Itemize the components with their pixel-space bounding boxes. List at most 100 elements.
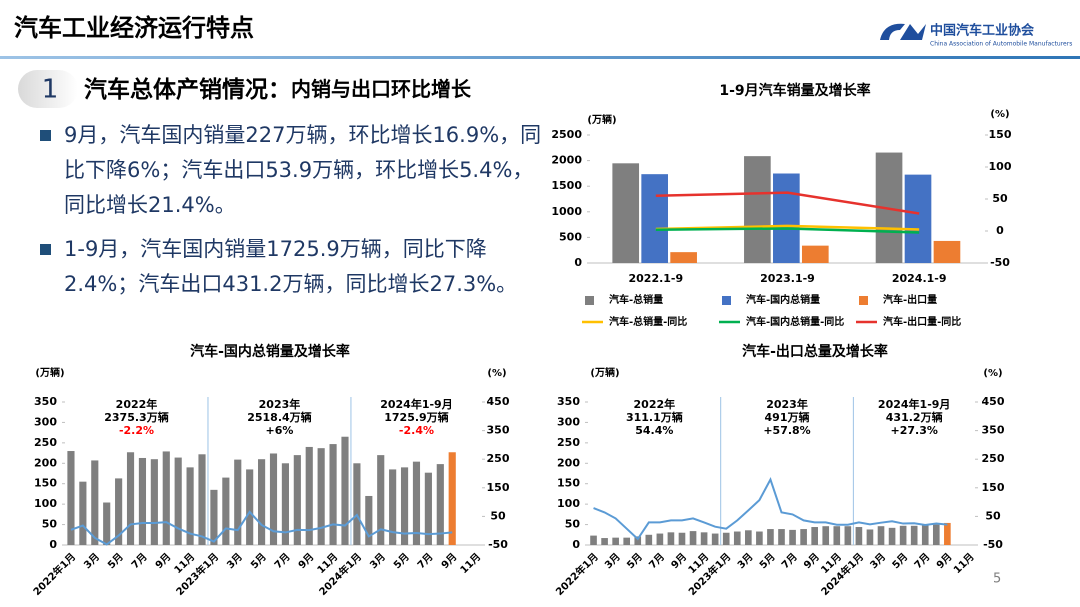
bar bbox=[778, 529, 785, 545]
y-tick-label: 2500 bbox=[551, 128, 582, 141]
bullet-text: 1-9月，汽车国内销量1725.9万辆，同比下降2.4%；汽车出口431.2万辆… bbox=[64, 237, 518, 296]
bar bbox=[855, 527, 863, 545]
bar bbox=[904, 174, 932, 263]
bar bbox=[745, 530, 752, 545]
x-tick-label: 3月 bbox=[868, 551, 888, 571]
line bbox=[70, 510, 453, 546]
y2-tick-label: 150 bbox=[487, 481, 510, 494]
y2-tick-label: 150 bbox=[982, 481, 1005, 494]
bar bbox=[329, 444, 337, 545]
y2-tick-label: -50 bbox=[488, 538, 508, 551]
bar bbox=[844, 526, 852, 545]
logo-mark bbox=[880, 23, 926, 40]
y-tick-label: 350 bbox=[34, 395, 57, 408]
y-axis-label: (万辆) bbox=[590, 366, 619, 379]
section-subtitle: 内销与出口环比增长 bbox=[291, 77, 472, 101]
y-tick-label: 0 bbox=[574, 256, 582, 269]
annotation: -2.4% bbox=[399, 424, 434, 437]
y2-tick-label: 100 bbox=[989, 160, 1012, 173]
line bbox=[655, 227, 920, 234]
page-title: 汽车工业经济运行特点 bbox=[14, 14, 254, 42]
bar bbox=[645, 534, 653, 545]
bar bbox=[822, 526, 830, 545]
y2-axis-label: (%) bbox=[983, 368, 1002, 379]
y2-tick-label: 50 bbox=[992, 192, 1008, 205]
bar bbox=[79, 481, 87, 545]
bar bbox=[389, 469, 397, 545]
annotation: 311.1万辆 bbox=[626, 410, 683, 424]
bar bbox=[91, 460, 99, 545]
line bbox=[593, 476, 948, 541]
section-title: 汽车总体产销情况：内销与出口环比增长 bbox=[84, 76, 472, 103]
x-tick-label: 7月 bbox=[129, 551, 149, 571]
y2-tick-label: 50 bbox=[985, 509, 1001, 522]
y-tick-label: 0 bbox=[49, 538, 57, 551]
legend-label: 汽车-国内总销量-同比 bbox=[746, 315, 844, 328]
x-tick-label: 5月 bbox=[105, 551, 125, 571]
bullet-marker bbox=[40, 244, 51, 255]
bar bbox=[174, 457, 182, 545]
bar bbox=[115, 478, 123, 545]
bar bbox=[424, 472, 432, 545]
section-badge bbox=[18, 70, 78, 108]
bar bbox=[756, 531, 763, 545]
y2-tick-label: -50 bbox=[983, 538, 1003, 551]
bar bbox=[667, 532, 675, 545]
y2-tick-label: 350 bbox=[982, 424, 1005, 437]
bar bbox=[601, 538, 608, 545]
logo-en: China Association of Automobile Manufact… bbox=[930, 41, 1072, 48]
bar bbox=[293, 455, 301, 545]
bar bbox=[899, 525, 907, 545]
bar bbox=[767, 529, 774, 545]
y2-tick-label: 450 bbox=[982, 395, 1005, 408]
y-tick-label: 250 bbox=[557, 436, 580, 449]
x-tick-label: 3月 bbox=[225, 551, 245, 571]
line bbox=[655, 224, 920, 231]
y-tick-label: 100 bbox=[34, 497, 57, 510]
y-axis-label: (万辆) bbox=[587, 113, 616, 126]
annotation: +6% bbox=[266, 424, 294, 437]
x-tick-label: 2023.1-9 bbox=[760, 272, 815, 285]
y-tick-label: 2000 bbox=[551, 154, 582, 167]
legend-swatch bbox=[859, 296, 868, 305]
bar bbox=[623, 537, 631, 545]
y-tick-label: 0 bbox=[572, 538, 580, 551]
annotation: 54.4% bbox=[635, 424, 673, 437]
y-tick-label: 300 bbox=[557, 415, 580, 428]
annotation: +27.3% bbox=[890, 424, 937, 437]
x-tick-label: 7月 bbox=[912, 551, 932, 571]
bar bbox=[103, 502, 111, 545]
bar bbox=[412, 461, 421, 545]
annotation: 2023年 bbox=[766, 397, 808, 411]
annotation: 2375.3万辆 bbox=[104, 410, 168, 424]
annotation: 2024年1-9月 bbox=[878, 397, 951, 411]
x-tick-label: 3月 bbox=[367, 551, 387, 571]
bullet-text: 9月，汽车国内销量227万辆，环比增长16.9%，同比下降6%；汽车出口53.9… bbox=[64, 123, 542, 217]
y-tick-label: 150 bbox=[557, 477, 580, 490]
y2-tick-label: 150 bbox=[989, 128, 1012, 141]
y2-axis-label: (%) bbox=[990, 109, 1009, 120]
annotation: -2.2% bbox=[119, 424, 154, 437]
y2-tick-label: 250 bbox=[982, 452, 1005, 465]
bar bbox=[634, 536, 642, 545]
bar bbox=[305, 446, 313, 545]
bar bbox=[678, 532, 686, 545]
bar bbox=[150, 459, 158, 545]
bar bbox=[162, 451, 170, 545]
line bbox=[655, 191, 920, 215]
bar bbox=[353, 463, 361, 545]
bar bbox=[246, 469, 254, 545]
annotation: +57.8% bbox=[763, 424, 810, 437]
legend-label: 汽车-出口量-同比 bbox=[883, 315, 961, 328]
y-tick-label: 100 bbox=[557, 497, 580, 510]
x-tick-label: 2022年1月 bbox=[30, 550, 78, 598]
y-tick-label: 500 bbox=[559, 230, 582, 243]
x-tick-label: 9月 bbox=[296, 551, 316, 571]
bar bbox=[733, 531, 741, 545]
legend-swatch bbox=[722, 296, 731, 305]
x-tick-label: 9月 bbox=[153, 551, 173, 571]
annotation: 2518.4万辆 bbox=[247, 410, 311, 424]
bar bbox=[722, 532, 730, 545]
